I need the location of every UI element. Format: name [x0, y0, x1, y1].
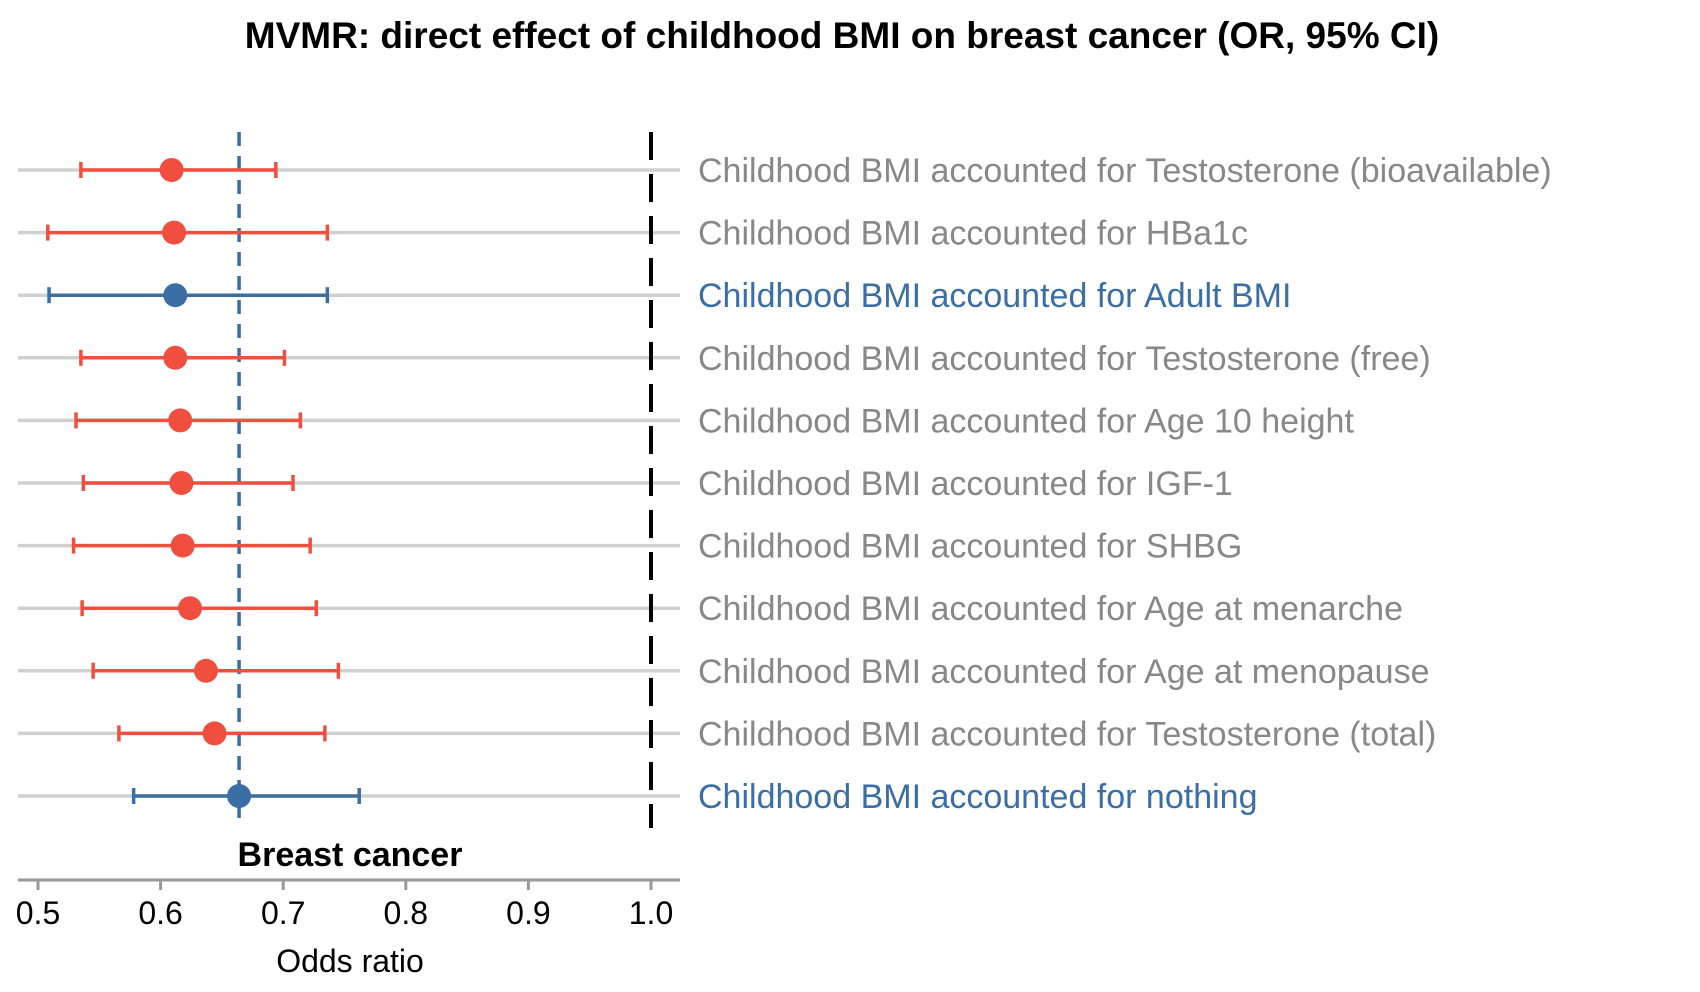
- point-estimate: [159, 158, 184, 182]
- point-estimate: [227, 784, 252, 808]
- row-label: Childhood BMI accounted for SHBG: [698, 528, 1242, 566]
- row-label: Childhood BMI accounted for HBa1c: [698, 215, 1248, 253]
- row-label: Childhood BMI accounted for Age 10 heigh…: [698, 402, 1354, 440]
- point-estimate: [193, 658, 218, 683]
- point-estimate: [202, 721, 227, 746]
- row-label: Childhood BMI accounted for Testosterone…: [698, 340, 1431, 378]
- confidence-intervals: [46, 158, 361, 808]
- row-estimate: [117, 721, 327, 746]
- row-label: Childhood BMI accounted for Adult BMI: [698, 277, 1291, 315]
- row-estimate: [74, 408, 303, 433]
- point-estimate: [163, 283, 188, 308]
- point-estimate: [162, 220, 187, 245]
- row-label: Childhood BMI accounted for Age at menop…: [698, 653, 1429, 691]
- point-estimate: [169, 471, 194, 495]
- row-label: Childhood BMI accounted for nothing: [698, 778, 1257, 816]
- x-tick-label: 0.6: [138, 895, 182, 931]
- row-estimate: [47, 283, 330, 308]
- row-labels: Childhood BMI accounted for Testosterone…: [698, 152, 1552, 816]
- row-estimate: [46, 220, 330, 245]
- x-tick-label: 0.9: [506, 895, 550, 931]
- x-tick-label: 0.8: [384, 895, 428, 931]
- x-axis-title: Odds ratio: [276, 943, 424, 979]
- row-label: Childhood BMI accounted for Testosterone…: [698, 152, 1552, 190]
- panel-label: Breast cancer: [238, 836, 463, 874]
- chart-title: MVMR: direct effect of childhood BMI on …: [245, 15, 1439, 56]
- row-label: Childhood BMI accounted for IGF-1: [698, 465, 1233, 503]
- row-estimate: [79, 345, 287, 370]
- point-estimate: [168, 408, 193, 433]
- x-axis: 0.5 0.6 0.7 0.8 0.9 1.0: [16, 878, 680, 931]
- point-estimate: [163, 345, 188, 370]
- row-estimate: [81, 471, 295, 495]
- row-estimate: [71, 533, 312, 558]
- row-estimate: [131, 784, 361, 808]
- row-estimate: [91, 658, 341, 683]
- point-estimate: [170, 533, 195, 558]
- row-label: Childhood BMI accounted for Testosterone…: [698, 715, 1436, 753]
- row-estimate: [79, 158, 278, 182]
- row-label: Childhood BMI accounted for Age at menar…: [698, 590, 1403, 628]
- point-estimate: [178, 596, 203, 621]
- x-tick-label: 0.5: [16, 895, 60, 931]
- x-tick-label: 0.7: [261, 895, 305, 931]
- x-tick-label: 1.0: [629, 895, 673, 931]
- row-estimate: [80, 596, 319, 621]
